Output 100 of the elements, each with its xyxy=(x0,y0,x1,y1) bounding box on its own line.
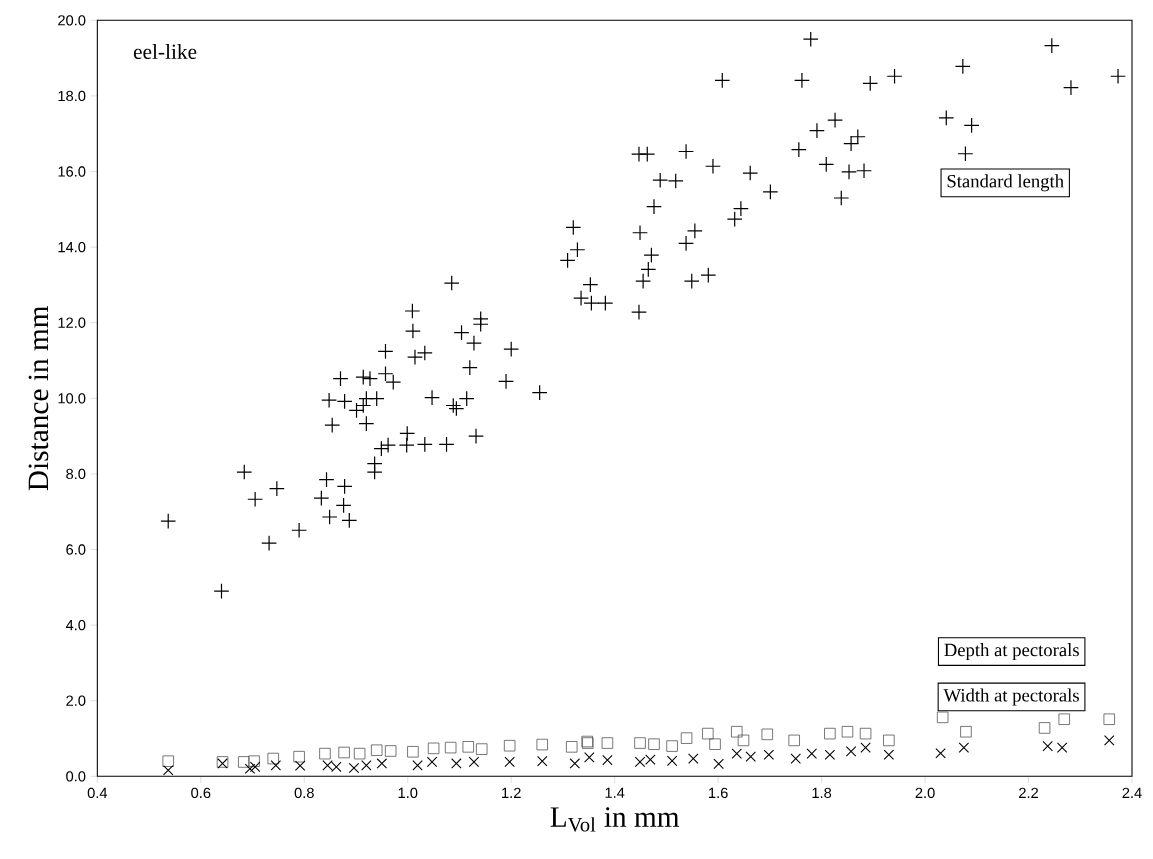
point xyxy=(270,760,282,771)
point xyxy=(1056,742,1068,753)
point xyxy=(1103,735,1115,746)
y-tick-label: 2.0 xyxy=(66,695,86,706)
text: Depth at pectorals xyxy=(944,643,1079,661)
x-tick-label: 0.6 xyxy=(191,787,211,799)
point xyxy=(426,756,438,768)
y-tick-label: 6.0 xyxy=(66,544,86,555)
point xyxy=(601,737,614,749)
point xyxy=(666,740,678,752)
point xyxy=(602,754,613,766)
point xyxy=(338,746,350,759)
point xyxy=(407,746,419,758)
point xyxy=(841,725,854,738)
point xyxy=(536,755,548,767)
y-tick-label: 4.0 xyxy=(65,619,86,631)
point xyxy=(1058,713,1070,725)
y-tick-label: 8.0 xyxy=(66,468,86,480)
point xyxy=(860,742,871,753)
y-tick-label: 12.0 xyxy=(58,317,86,328)
y-tick-label: 16.0 xyxy=(58,166,86,177)
annotation: eel-like xyxy=(133,43,197,59)
point xyxy=(634,737,646,749)
x-tick-label: 1.8 xyxy=(812,787,832,799)
point xyxy=(162,755,174,767)
x-tick-label: 1.4 xyxy=(605,787,625,798)
point xyxy=(503,739,516,752)
point xyxy=(361,760,372,771)
point xyxy=(713,758,724,770)
point xyxy=(790,753,801,764)
point xyxy=(462,741,474,753)
point xyxy=(1038,722,1051,734)
point xyxy=(806,748,818,759)
point xyxy=(427,742,440,755)
point xyxy=(244,763,256,775)
point xyxy=(1103,713,1115,725)
point xyxy=(731,725,743,738)
point xyxy=(353,747,366,760)
y-tick-label: 20.0 xyxy=(58,15,86,26)
point xyxy=(536,738,548,751)
point xyxy=(666,755,678,767)
x-tick-label: 0.4 xyxy=(87,787,108,799)
x-axis-title: L$_{Vol}$ in mm xyxy=(550,807,680,832)
point xyxy=(248,755,260,767)
point xyxy=(370,744,383,756)
point xyxy=(824,749,836,761)
y-tick-label: 18.0 xyxy=(58,90,86,102)
point xyxy=(238,756,250,768)
point xyxy=(348,762,360,774)
point xyxy=(475,743,488,755)
x-tick-label: 1.6 xyxy=(709,787,728,799)
series-label: Standard length xyxy=(947,174,1064,192)
point xyxy=(468,756,480,768)
y-tick-label: 10.0 xyxy=(58,393,86,404)
point xyxy=(731,748,743,759)
point xyxy=(451,758,462,769)
x-tick-label: 1.0 xyxy=(398,787,418,799)
point xyxy=(935,748,946,759)
point xyxy=(745,751,756,762)
point xyxy=(845,746,857,757)
point xyxy=(824,727,836,740)
y-tick-label: 14.0 xyxy=(58,241,86,253)
point xyxy=(384,745,397,757)
point xyxy=(763,749,775,761)
point xyxy=(267,752,279,765)
point xyxy=(761,728,774,741)
point xyxy=(584,752,595,763)
x-tick-label: 2.2 xyxy=(1019,787,1038,798)
point xyxy=(688,753,699,764)
point xyxy=(788,734,800,747)
y-axis-title: Distance in mm xyxy=(28,305,49,491)
point xyxy=(958,742,970,753)
point xyxy=(569,758,581,769)
x-tick-label: 2.4 xyxy=(1122,787,1142,798)
point xyxy=(249,761,261,773)
point xyxy=(883,734,895,747)
point xyxy=(444,741,457,754)
point xyxy=(702,727,714,740)
point xyxy=(294,760,306,771)
x-tick-label: 1.2 xyxy=(502,787,521,798)
point xyxy=(883,749,895,761)
text: Width at pectorals xyxy=(943,688,1079,706)
point xyxy=(936,711,949,724)
point xyxy=(412,760,423,771)
point xyxy=(1042,740,1053,752)
x-tick-label: 2.0 xyxy=(915,787,935,799)
point xyxy=(960,725,972,738)
point xyxy=(376,758,388,769)
point xyxy=(319,747,331,760)
point xyxy=(859,727,872,740)
point xyxy=(680,732,693,744)
point xyxy=(648,738,660,750)
point xyxy=(737,734,750,747)
point xyxy=(566,741,578,753)
x-tick-label: 0.8 xyxy=(294,787,314,799)
point xyxy=(293,750,305,763)
point xyxy=(162,765,174,776)
point xyxy=(709,738,721,750)
y-tick-label: 0.0 xyxy=(66,771,86,782)
point xyxy=(504,756,515,768)
